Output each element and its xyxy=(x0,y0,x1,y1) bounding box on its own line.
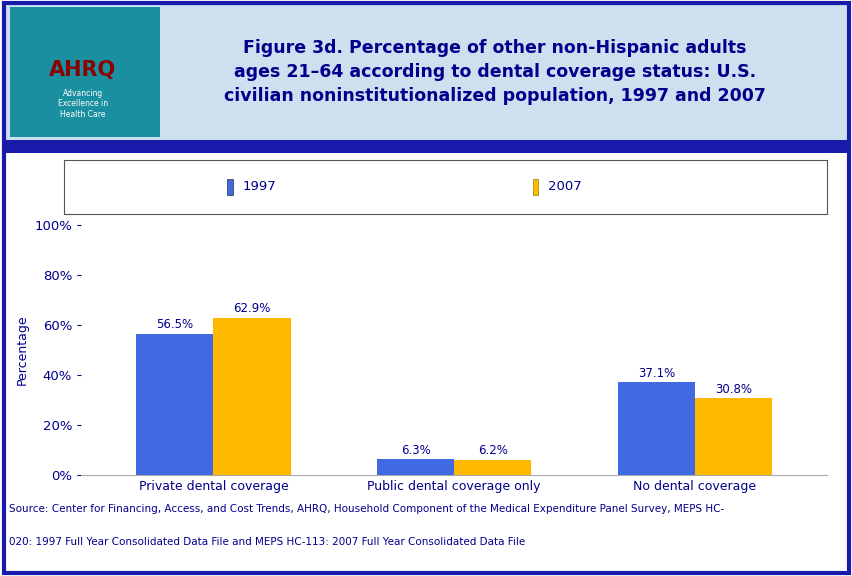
Text: Advancing
Excellence in
Health Care: Advancing Excellence in Health Care xyxy=(58,89,107,119)
Bar xyxy=(532,179,538,195)
Text: Figure 3d. Percentage of other non-Hispanic adults
ages 21–64 according to denta: Figure 3d. Percentage of other non-Hispa… xyxy=(223,39,765,105)
Text: 37.1%: 37.1% xyxy=(637,367,674,380)
Text: 56.5%: 56.5% xyxy=(156,319,193,331)
Bar xyxy=(227,179,233,195)
Text: 020: 1997 Full Year Consolidated Data File and MEPS HC-113: 2007 Full Year Conso: 020: 1997 Full Year Consolidated Data Fi… xyxy=(9,537,524,547)
Bar xyxy=(377,460,454,475)
Bar xyxy=(617,382,694,475)
Text: 30.8%: 30.8% xyxy=(714,383,751,396)
Text: AHRQ: AHRQ xyxy=(49,60,116,80)
Bar xyxy=(453,460,531,475)
Text: 6.3%: 6.3% xyxy=(400,444,430,457)
Text: 1997: 1997 xyxy=(242,180,276,194)
Text: 62.9%: 62.9% xyxy=(233,302,270,315)
Bar xyxy=(694,398,771,475)
Bar xyxy=(213,317,291,475)
Text: 2007: 2007 xyxy=(547,180,581,194)
Bar xyxy=(136,334,213,475)
Y-axis label: Percentage: Percentage xyxy=(15,314,29,385)
Text: Source: Center for Financing, Access, and Cost Trends, AHRQ, Household Component: Source: Center for Financing, Access, an… xyxy=(9,503,723,514)
Text: 6.2%: 6.2% xyxy=(477,445,507,457)
